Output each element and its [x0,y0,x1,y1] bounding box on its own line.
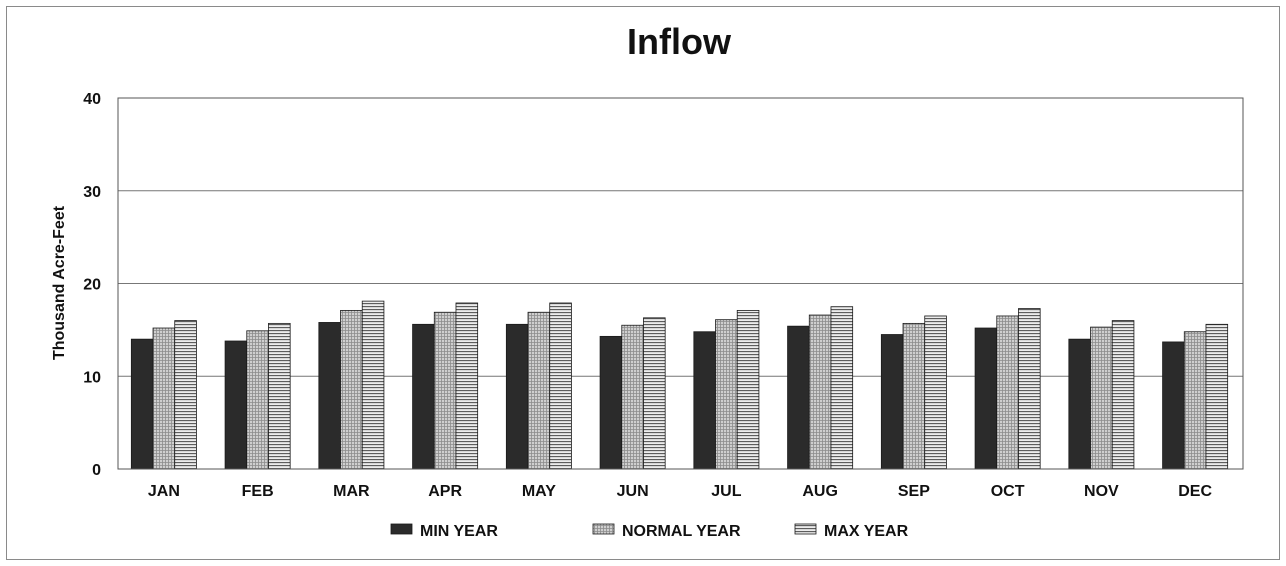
bar-normal-year-oct [996,315,1019,470]
bar-min-year-mar [318,322,341,470]
bar-normal-year-jul [715,319,738,470]
chart-title: Inflow [627,21,732,62]
bar-max-year-jul [736,309,760,470]
legend-label: MIN YEAR [420,523,498,540]
bars [130,300,1229,470]
bar-normal-year-apr [433,311,457,470]
bar-min-year-feb [224,340,248,470]
bar-normal-year-jun [621,324,644,470]
bar-min-year-nov [1068,338,1091,470]
x-tick-label: OCT [991,483,1025,500]
y-tick-label: 10 [83,369,101,386]
x-tick-label: JUN [617,483,649,500]
bar-min-year-may [505,323,529,470]
bar-normal-year-sep [902,322,926,470]
bar-max-year-aug [830,306,854,470]
x-tick-label: JUL [711,483,741,500]
bar-max-year-oct [1018,308,1041,470]
bar-normal-year-jan [152,327,176,470]
x-tick-label: FEB [242,483,274,500]
bar-min-year-aug [787,325,810,470]
y-tick-labels: 0 10 20 30 40 [83,91,101,479]
y-axis-label: Thousand Acre-Feet [51,205,68,360]
bar-min-year-sep [880,334,904,470]
legend-swatch [794,523,817,535]
x-tick-label: MAR [333,483,370,500]
x-tick-label: MAY [522,483,556,500]
x-tick-label: DEC [1178,483,1212,500]
bar-min-year-jun [599,335,623,470]
bar-normal-year-may [527,311,551,470]
bar-normal-year-nov [1090,326,1113,470]
x-tick-label: APR [428,483,462,500]
y-tick-label: 0 [92,462,101,479]
legend-swatch [592,523,615,535]
bar-max-year-may [549,302,572,470]
bar-normal-year-dec [1183,331,1207,470]
x-tick-label: NOV [1084,483,1119,500]
x-tick-label: AUG [802,483,838,500]
legend-label: NORMAL YEAR [622,523,741,540]
bar-min-year-jul [693,331,716,470]
bar-max-year-mar [361,300,385,470]
x-tick-label: JAN [148,483,180,500]
bar-max-year-sep [924,315,947,470]
bar-max-year-dec [1205,323,1229,470]
y-tick-label: 20 [83,277,101,294]
bar-min-year-apr [412,323,435,470]
bar-max-year-jun [643,317,666,470]
legend-swatch [390,523,413,535]
bar-min-year-jan [130,338,154,470]
bar-normal-year-feb [246,330,269,470]
x-tick-label: SEP [898,483,930,500]
x-tick-labels: JAN FEB MAR APR MAY JUN JUL AUG SEP OCT NOV DEC [148,483,1213,500]
legend: MIN YEAR NORMAL YEAR MAX YEAR [390,523,909,540]
bar-normal-year-mar [340,309,363,470]
bar-max-year-feb [268,322,291,470]
bar-min-year-dec [1162,341,1185,470]
y-tick-label: 30 [83,184,101,201]
bar-normal-year-aug [808,314,832,470]
y-tick-label: 40 [83,91,101,108]
plot-area-border [117,97,1244,470]
bar-max-year-jan [174,320,197,470]
legend-label: MAX YEAR [824,523,909,540]
bar-max-year-apr [455,302,479,470]
bar-min-year-oct [974,327,998,470]
bar-max-year-nov [1111,320,1135,470]
